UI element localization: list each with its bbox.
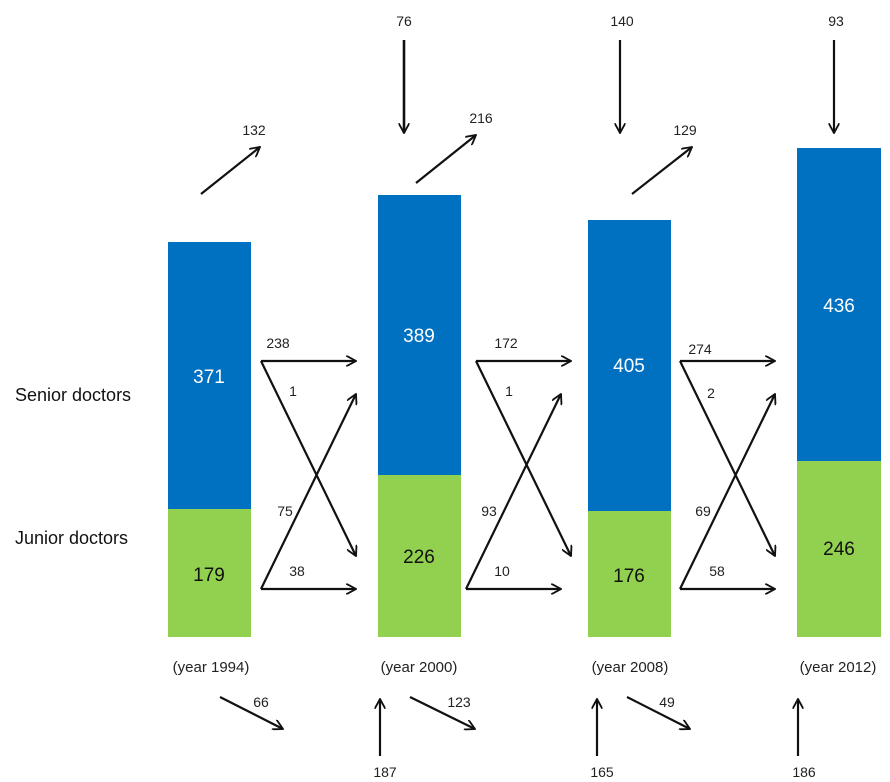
arrow-exit-senior-2000 [415, 135, 476, 184]
bar-junior-2000 [378, 475, 461, 637]
transition-senior-to-junior-3: 2 [707, 385, 715, 401]
exit-senior-2008: 129 [673, 122, 697, 138]
bar-senior-1994 [168, 242, 251, 509]
bar-senior-2008 [588, 220, 671, 511]
value-junior-2008: 176 [613, 566, 645, 587]
entry-senior-2008: 140 [610, 13, 634, 29]
entry-junior-2012: 186 [792, 764, 816, 780]
bar-junior-2012 [797, 461, 881, 637]
year-label-2008: (year 2008) [592, 659, 669, 676]
value-senior-2012: 436 [823, 296, 855, 317]
transition-junior-stay-3: 58 [709, 563, 725, 579]
value-senior-1994: 371 [193, 367, 225, 388]
row-label-junior: Junior doctors [15, 528, 128, 548]
entry-senior-2000: 76 [396, 13, 412, 29]
transition-senior-to-junior-1: 1 [289, 383, 297, 399]
value-senior-2008: 405 [613, 356, 645, 377]
transition-senior-stay-1: 238 [266, 335, 290, 351]
transition-junior-stay-1: 38 [289, 563, 305, 579]
exit-junior-1994: 66 [253, 694, 269, 710]
arrow-junior-to-senior-2 [465, 394, 561, 590]
arrow-exit-junior-2000 [409, 696, 475, 729]
transition-junior-to-senior-1: 75 [277, 503, 293, 519]
value-junior-2012: 246 [823, 539, 855, 560]
arrow-senior-to-junior-3 [679, 360, 775, 556]
year-label-2012: (year 2012) [800, 659, 877, 676]
entry-junior-2000: 187 [373, 764, 397, 780]
bar-junior-1994 [168, 509, 251, 637]
exit-junior-2000: 123 [447, 694, 471, 710]
exit-senior-1994: 132 [242, 122, 266, 138]
exit-senior-2000: 216 [469, 110, 493, 126]
bar-junior-2008 [588, 511, 671, 637]
entry-senior-2012: 93 [828, 13, 844, 29]
exit-junior-2008: 49 [659, 694, 675, 710]
transition-senior-to-junior-2: 1 [505, 383, 513, 399]
arrow-junior-to-senior-3 [679, 394, 775, 590]
arrow-exit-senior-2008 [631, 147, 692, 195]
transition-senior-stay-3: 274 [688, 341, 712, 357]
year-label-2000: (year 2000) [381, 659, 458, 676]
entry-junior-2008: 165 [590, 764, 614, 780]
value-junior-1994: 179 [193, 565, 225, 586]
arrow-senior-to-junior-1 [260, 360, 356, 556]
bar-senior-2000 [378, 195, 461, 475]
arrow-junior-to-senior-1 [260, 394, 356, 590]
arrow-exit-junior-1994 [219, 696, 283, 729]
bar-senior-2012 [797, 148, 881, 461]
row-label-senior: Senior doctors [15, 385, 131, 405]
arrow-exit-senior-1994 [200, 147, 260, 195]
arrow-senior-to-junior-2 [475, 360, 571, 556]
value-senior-2000: 389 [403, 326, 435, 347]
transition-junior-to-senior-2: 93 [481, 503, 497, 519]
arrow-exit-junior-2008 [626, 696, 690, 729]
transition-senior-stay-2: 172 [494, 335, 518, 351]
transition-junior-stay-2: 10 [494, 563, 510, 579]
year-label-1994: (year 1994) [173, 659, 250, 676]
transition-junior-to-senior-3: 69 [695, 503, 711, 519]
value-junior-2000: 226 [403, 547, 435, 568]
